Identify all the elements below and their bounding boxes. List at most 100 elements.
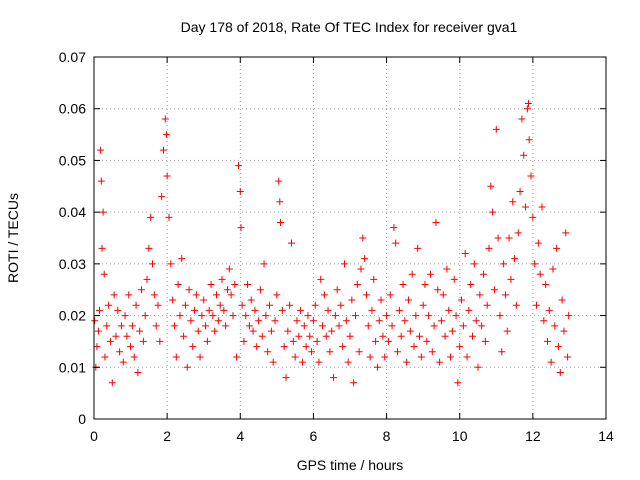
- data-point: [350, 379, 358, 387]
- data-point: [211, 327, 219, 335]
- data-point: [150, 291, 158, 299]
- data-point: [549, 265, 557, 273]
- data-point: [366, 353, 374, 361]
- data-point: [284, 327, 292, 335]
- data-point: [459, 322, 467, 330]
- data-point: [143, 275, 151, 283]
- data-point: [207, 281, 215, 289]
- data-point: [324, 306, 332, 314]
- data-point: [476, 291, 484, 299]
- data-point: [500, 260, 508, 268]
- data-point: [306, 332, 314, 340]
- data-point: [524, 100, 532, 108]
- y-tick-label: 0.03: [59, 256, 86, 272]
- data-point: [121, 312, 129, 320]
- data-point: [330, 374, 338, 382]
- data-point: [244, 281, 252, 289]
- data-point: [103, 322, 111, 330]
- data-point: [159, 146, 167, 154]
- data-point: [278, 306, 286, 314]
- data-point: [516, 187, 524, 195]
- data-point: [223, 286, 231, 294]
- data-point: [253, 343, 261, 351]
- data-point: [94, 327, 102, 335]
- data-point: [245, 322, 253, 330]
- data-point: [469, 332, 477, 340]
- data-point: [507, 275, 515, 283]
- data-point: [394, 348, 402, 356]
- data-point: [106, 337, 114, 345]
- data-point: [262, 312, 270, 320]
- data-point: [198, 312, 206, 320]
- data-point: [512, 301, 520, 309]
- data-point: [386, 291, 394, 299]
- data-point: [470, 260, 478, 268]
- data-point: [373, 363, 381, 371]
- data-point: [300, 322, 308, 330]
- data-point: [304, 312, 312, 320]
- data-point: [123, 332, 131, 340]
- data-point: [302, 343, 310, 351]
- data-point: [136, 327, 144, 335]
- data-point: [547, 358, 555, 366]
- data-point: [200, 296, 208, 304]
- data-point: [309, 317, 317, 325]
- data-point: [543, 337, 551, 345]
- data-point: [293, 317, 301, 325]
- data-point: [498, 348, 506, 356]
- data-point: [141, 312, 149, 320]
- data-point: [342, 317, 350, 325]
- chart-title: Day 178 of 2018, Rate Of TEC Index for r…: [181, 19, 518, 35]
- y-tick-label: 0.02: [59, 308, 86, 324]
- data-point: [441, 332, 449, 340]
- data-point: [286, 301, 294, 309]
- data-point: [439, 291, 447, 299]
- data-point: [170, 322, 178, 330]
- data-point: [452, 312, 460, 320]
- data-point: [233, 353, 241, 361]
- data-point: [125, 291, 133, 299]
- data-point: [247, 296, 255, 304]
- data-point: [225, 265, 233, 273]
- data-point: [194, 327, 202, 335]
- data-point: [134, 368, 142, 376]
- data-point: [128, 322, 136, 330]
- data-point: [472, 317, 480, 325]
- data-point: [490, 286, 498, 294]
- data-point: [545, 306, 553, 314]
- data-point: [255, 317, 263, 325]
- data-point: [192, 291, 200, 299]
- data-point: [467, 281, 475, 289]
- data-point: [119, 358, 127, 366]
- data-point: [100, 270, 108, 278]
- y-tick-label: 0.04: [59, 204, 86, 220]
- data-point: [161, 115, 169, 123]
- data-point: [344, 358, 352, 366]
- data-point: [227, 291, 235, 299]
- data-point: [249, 327, 257, 335]
- data-point: [474, 363, 482, 371]
- data-point: [333, 286, 341, 294]
- data-point: [562, 229, 570, 237]
- data-point: [390, 224, 398, 232]
- y-tick-label: 0.01: [59, 359, 86, 375]
- data-point: [540, 317, 548, 325]
- x-tick-label: 8: [383, 428, 391, 444]
- data-point: [361, 255, 369, 263]
- data-point: [364, 322, 372, 330]
- data-point: [399, 281, 407, 289]
- data-point: [320, 291, 328, 299]
- data-point: [533, 301, 541, 309]
- data-point: [237, 224, 245, 232]
- data-point: [220, 306, 228, 314]
- data-point: [289, 337, 297, 345]
- data-point: [445, 306, 453, 314]
- data-point: [154, 301, 162, 309]
- data-point: [341, 260, 349, 268]
- data-point: [556, 368, 564, 376]
- data-point: [99, 208, 107, 216]
- data-point: [377, 296, 385, 304]
- data-point: [465, 306, 473, 314]
- data-point: [542, 281, 550, 289]
- y-tick-label: 0.06: [59, 101, 86, 117]
